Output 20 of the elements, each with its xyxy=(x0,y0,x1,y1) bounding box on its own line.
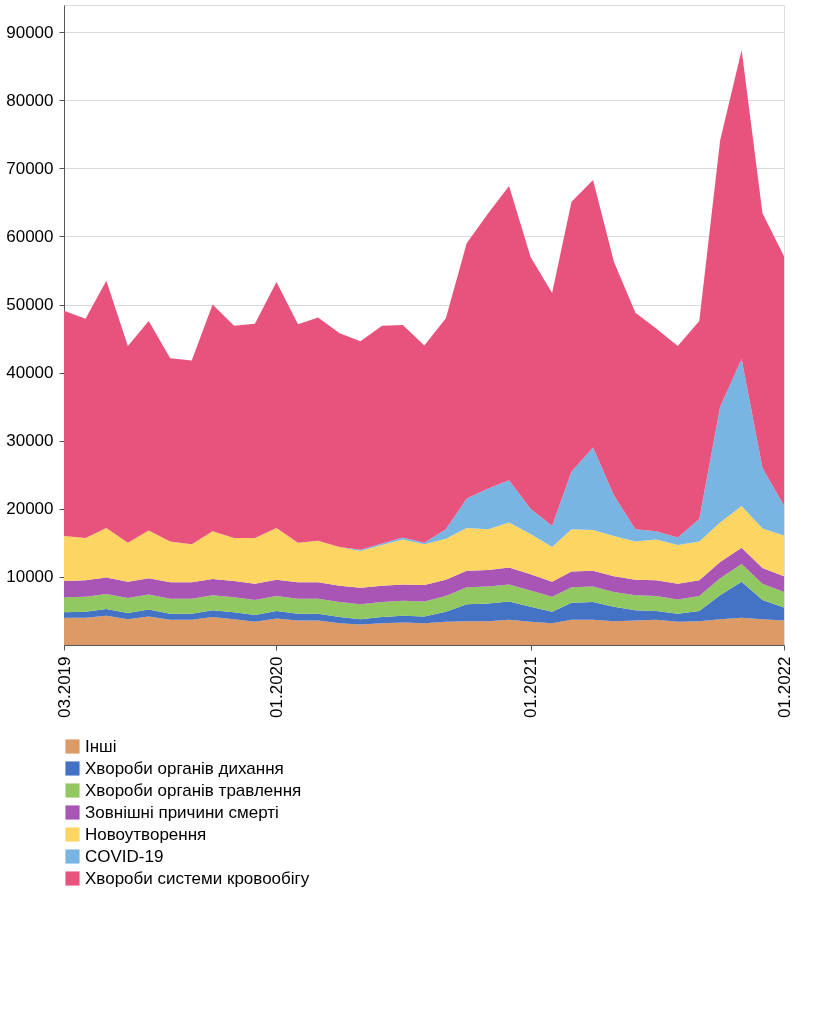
x-tick-label: 03.2019 xyxy=(54,656,74,718)
y-tick-label: 90000 xyxy=(6,22,54,42)
y-tick-label: 60000 xyxy=(6,226,54,246)
legend-label: Інші xyxy=(85,736,117,756)
legend-label: Новоутворення xyxy=(85,824,207,844)
legend-label: Хвороби органів дихання xyxy=(85,758,284,778)
y-tick-label: 70000 xyxy=(6,158,54,178)
legend-label: Зовнішні причини смерті xyxy=(85,802,279,822)
y-tick-label: 20000 xyxy=(6,499,54,519)
legend-label: Хвороби системи кровообігу xyxy=(85,868,310,888)
y-tick-label: 40000 xyxy=(6,363,54,383)
y-tick-label: 50000 xyxy=(6,295,54,315)
y-tick-label: 30000 xyxy=(6,431,54,451)
x-tick-label: 01.2021 xyxy=(521,656,541,718)
y-tick-label: 10000 xyxy=(6,567,54,587)
x-tick-label: 01.2022 xyxy=(774,656,794,718)
x-tick-label: 01.2020 xyxy=(266,656,286,718)
y-tick-label: 80000 xyxy=(6,90,54,110)
legend-label: COVID-19 xyxy=(85,846,164,866)
legend-label: Хвороби органів травлення xyxy=(85,780,302,800)
